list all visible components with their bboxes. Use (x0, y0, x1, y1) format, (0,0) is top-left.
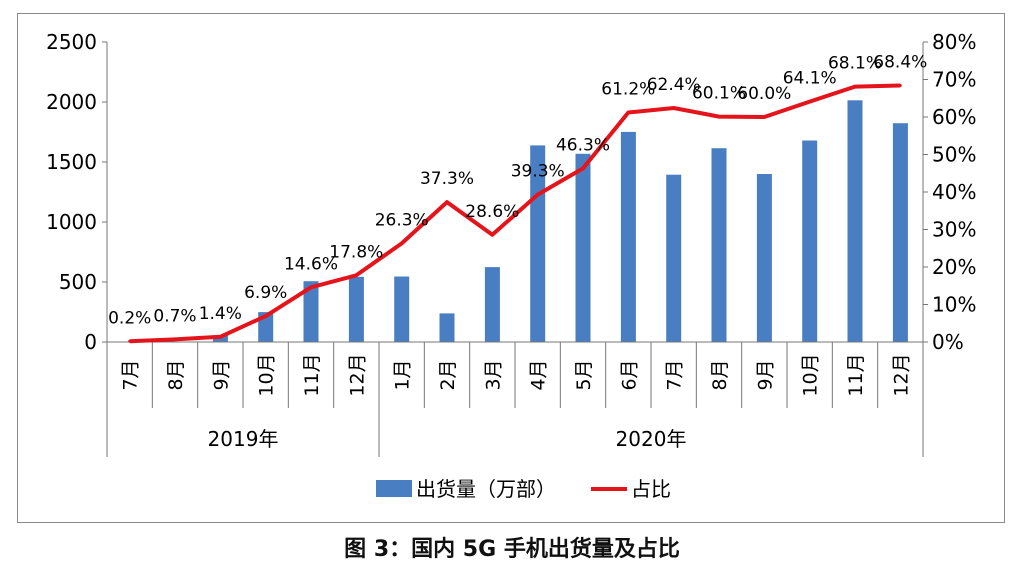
bar-15 (802, 140, 818, 342)
left-tick-label: 2500 (46, 30, 97, 54)
share-data-label: 64.1% (783, 69, 837, 89)
x-tick-label: 7月 (664, 359, 686, 390)
share-point-4 (309, 285, 313, 289)
x-tick-label: 2月 (437, 359, 459, 390)
share-point-3 (264, 314, 268, 318)
share-data-label: 28.6% (465, 202, 519, 222)
bar-8 (484, 267, 500, 342)
x-tick-label: 8月 (165, 359, 187, 390)
share-point-14 (762, 115, 766, 119)
right-tick-label: 60% (932, 105, 976, 129)
bar-12 (666, 174, 682, 342)
bar-4 (303, 281, 319, 342)
x-tick-label: 9月 (210, 359, 232, 390)
left-tick-label: 1000 (46, 210, 97, 234)
right-tick-label: 0% (932, 330, 964, 354)
share-point-8 (490, 233, 494, 237)
share-point-1 (173, 337, 177, 341)
share-data-label: 37.3% (420, 169, 474, 189)
left-tick-label: 2000 (46, 90, 97, 114)
share-point-2 (218, 335, 222, 339)
share-point-6 (400, 241, 404, 245)
year-group-label: 2020年 (616, 427, 687, 451)
x-tick-label: 7月 (120, 359, 142, 390)
right-tick-label: 20% (932, 255, 976, 279)
right-tick-label: 40% (932, 180, 976, 204)
x-tick-label: 10月 (800, 353, 822, 396)
chart-frame: 0 500 1000 1500 2000 2500 0% 10% 20% 30% 40% 50% 60%… (17, 13, 1005, 523)
left-tick-label: 500 (59, 270, 97, 294)
bar-5 (348, 276, 364, 342)
share-point-7 (445, 200, 449, 204)
share-point-12 (672, 106, 676, 110)
share-point-11 (626, 111, 630, 114)
bar-11 (620, 131, 636, 342)
share-data-label: 61.2% (601, 80, 655, 100)
x-tick-label: 8月 (709, 359, 731, 390)
bar-7 (439, 313, 455, 342)
bar-6 (394, 276, 410, 342)
share-data-label: 62.4% (647, 75, 701, 95)
left-tick-label: 1500 (46, 150, 97, 174)
x-tick-label: 6月 (618, 359, 640, 390)
x-tick-label: 4月 (528, 359, 550, 390)
right-tick-label: 30% (932, 218, 976, 242)
bar-13 (711, 148, 727, 342)
x-tick-label: 11月 (845, 353, 867, 396)
bar-10 (575, 153, 591, 342)
share-data-label: 6.9% (244, 283, 287, 303)
share-data-label: 1.4% (199, 304, 242, 324)
year-group-label: 2019年 (208, 427, 279, 451)
share-point-17 (898, 84, 902, 87)
share-data-label: 46.3% (556, 135, 610, 155)
x-tick-label: 9月 (754, 359, 776, 390)
share-line (129, 83, 901, 344)
combo-chart: 0 500 1000 1500 2000 2500 0% 10% 20% 30% 40% 50% 60%… (46, 30, 976, 501)
bar-16 (847, 100, 863, 342)
share-data-label: 68.1% (828, 54, 882, 74)
share-point-15 (808, 100, 812, 104)
x-tick-label: 11月 (301, 353, 323, 396)
share-data-label: 60.1% (692, 84, 746, 104)
right-tick-label: 50% (932, 143, 976, 167)
share-data-label: 60.0% (737, 84, 791, 104)
right-tick-label: 80% (932, 30, 976, 54)
x-tick-label: 10月 (256, 353, 278, 396)
legend-line-label: 占比 (631, 477, 671, 501)
share-data-label: 17.8% (329, 242, 383, 262)
x-tick-label: 3月 (482, 359, 504, 390)
x-tick-label: 12月 (890, 353, 912, 396)
share-point-9 (536, 193, 540, 197)
share-point-5 (354, 273, 358, 277)
x-tick-label: 1月 (392, 359, 414, 390)
share-data-label: 14.6% (284, 254, 338, 274)
bar-17 (892, 123, 908, 342)
right-tick-label: 10% (932, 293, 976, 317)
share-data-label: 0.2% (108, 308, 151, 328)
x-tick-label: 5月 (573, 359, 595, 390)
share-data-label: 39.3% (511, 162, 565, 182)
left-tick-label: 0 (84, 330, 97, 354)
share-point-0 (128, 339, 132, 343)
share-point-10 (581, 166, 585, 170)
bar-14 (756, 174, 772, 342)
share-point-16 (853, 85, 857, 89)
figure-caption: 图 3：国内 5G 手机出货量及占比 (344, 537, 680, 562)
x-tick-label: 12月 (346, 353, 368, 396)
share-data-label: 68.4% (873, 53, 927, 73)
share-data-label: 26.3% (375, 210, 429, 230)
legend-bar-swatch (376, 480, 412, 497)
right-tick-label: 70% (932, 68, 976, 92)
share-data-label: 0.7% (153, 306, 196, 326)
share-point-13 (717, 115, 721, 119)
legend-bar-label: 出货量（万部） (416, 477, 556, 501)
